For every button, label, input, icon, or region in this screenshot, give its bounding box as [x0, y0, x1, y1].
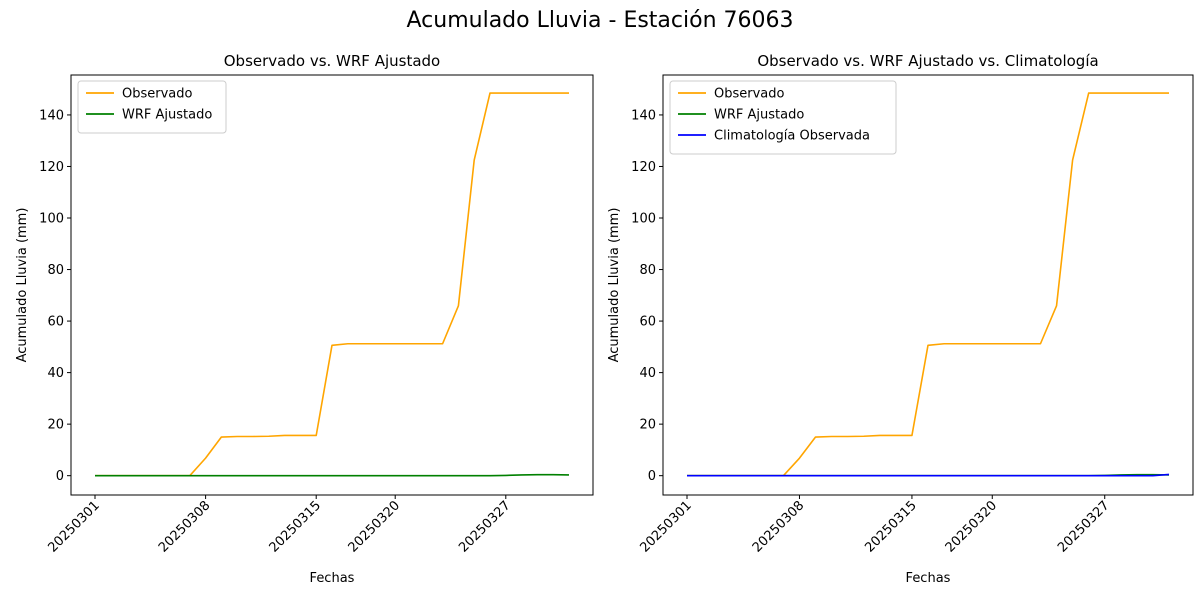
- legend: Observado WRF Ajustado Climatología Observ…: [669, 80, 897, 155]
- legend-entry: Climatología Observada: [714, 129, 870, 144]
- y-tick-label: 100: [39, 212, 64, 227]
- panel-title: Observado vs. WRF Ajustado: [224, 52, 440, 70]
- y-tick-label: 100: [631, 212, 656, 227]
- legend-entry: Observado: [714, 87, 785, 102]
- figure-title: Acumulado Lluvia - Estación 76063: [406, 8, 794, 33]
- y-tick-label: 20: [47, 418, 64, 433]
- y-tick-label: 120: [39, 160, 64, 175]
- plot-frame: [662, 74, 1194, 496]
- x-tick-label: 20250315: [862, 498, 919, 555]
- plot-frame: [70, 74, 594, 496]
- x-tick-label: 20250308: [156, 498, 213, 555]
- y-axis-label: Acumulado Lluvia (mm): [15, 208, 30, 363]
- chart-panel-2: 0 20 40 60 80 100 120 140 20250301 20250308 202503…: [607, 52, 1194, 586]
- y-tick-label: 140: [631, 108, 656, 123]
- x-axis-label: Fechas: [310, 571, 355, 586]
- y-tick-label: 0: [648, 469, 656, 484]
- legend-box: [77, 80, 227, 134]
- y-tick-label: 120: [631, 160, 656, 175]
- legend-entry: WRF Ajustado: [714, 108, 804, 123]
- y-tick-label: 40: [639, 366, 656, 381]
- x-tick-label: 20250301: [45, 498, 102, 555]
- x-tick-label: 20250327: [1055, 498, 1112, 555]
- x-tick-label: 20250308: [750, 498, 807, 555]
- series-lines: [687, 92, 1170, 477]
- x-tick-label: 20250320: [943, 498, 1000, 555]
- y-tick-label: 60: [639, 315, 656, 330]
- y-tick-label: 40: [47, 366, 64, 381]
- y-tick-label: 80: [639, 263, 656, 278]
- y-tick-label: 0: [56, 469, 64, 484]
- x-tick-label: 20250315: [267, 498, 324, 555]
- y-axis-label: Acumulado Lluvia (mm): [607, 208, 622, 363]
- x-tick-label: 20250327: [456, 498, 513, 555]
- x-tick-label: 20250301: [637, 498, 694, 555]
- chart-panel-1: 0 20 40 60 80 100 120 140 20250301 20250308 202503…: [15, 52, 594, 586]
- y-tick-label: 140: [39, 108, 64, 123]
- series-line-2: [95, 473, 570, 477]
- series-line-1: [95, 92, 569, 477]
- y-tick-label: 80: [47, 263, 64, 278]
- y-tick-label: 60: [47, 315, 64, 330]
- panel-title: Observado vs. WRF Ajustado vs. Climatolo…: [757, 52, 1098, 70]
- legend-entry: WRF Ajustado: [122, 108, 212, 123]
- legend: Observado WRF Ajustado: [77, 80, 227, 134]
- series-lines: [95, 92, 570, 477]
- y-tick-label: 20: [639, 418, 656, 433]
- legend-box: [669, 80, 897, 155]
- x-axis-label: Fechas: [906, 571, 951, 586]
- series-line-3: [687, 473, 1170, 477]
- legend-entry: Observado: [122, 87, 193, 102]
- x-tick-label: 20250320: [346, 498, 403, 555]
